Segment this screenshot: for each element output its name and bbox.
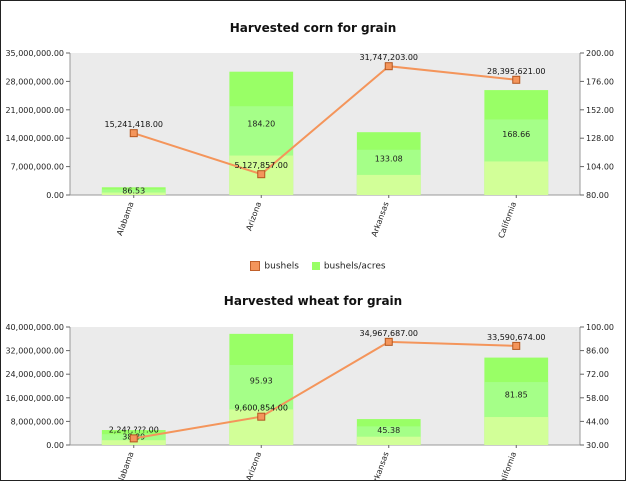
point-data-label: 33,590,674.00 bbox=[487, 333, 546, 342]
y-left-tick-label: 0.00 bbox=[46, 191, 64, 200]
legend-label-bushels: bushels bbox=[264, 261, 299, 272]
legend: bushels bushels/acres bbox=[0, 261, 626, 272]
y-left-tick-label: 8,000,000.00 bbox=[11, 417, 64, 426]
line-bushels bbox=[133, 340, 517, 440]
line-bushels bbox=[133, 65, 517, 176]
bar-data-label: 86.53 bbox=[122, 187, 145, 196]
y-left-tick-label: 40,000,000.00 bbox=[5, 323, 64, 332]
y-right-tick-label: 200.00 bbox=[586, 49, 614, 58]
y-right-tick-label: 104.00 bbox=[586, 163, 614, 172]
point-data-label: 34,967,687.00 bbox=[359, 329, 418, 338]
y-right-tick-label: 58.00 bbox=[586, 394, 609, 403]
bar-segment-low bbox=[101, 440, 166, 445]
y-right-tick-label: 30.00 bbox=[586, 441, 609, 450]
point-bushels bbox=[257, 412, 266, 421]
bar-data-label: 133.08 bbox=[375, 155, 403, 164]
bar-segment-mid bbox=[101, 189, 166, 195]
bar-segment-low bbox=[484, 417, 549, 445]
y-right-tick-label: 44.00 bbox=[586, 417, 609, 426]
y-left-tick-label: 32,000,000.00 bbox=[5, 347, 64, 356]
point-bushels bbox=[129, 434, 138, 443]
point-data-label: 2,24?,???.00 bbox=[109, 425, 159, 434]
bar-data-label: 81.85 bbox=[505, 390, 528, 399]
x-tick-label: Alabama bbox=[115, 451, 136, 481]
x-tick-label: California bbox=[497, 451, 518, 481]
y-left-tick-label: 21,000,000.00 bbox=[5, 106, 64, 115]
y-right-tick-label: 72.00 bbox=[586, 370, 609, 379]
x-tick-label: Arizona bbox=[244, 451, 263, 481]
bar-data-label: 45.38 bbox=[377, 426, 400, 435]
chart-title-wheat: Harvested wheat for grain bbox=[223, 294, 403, 308]
point-bushels bbox=[257, 170, 266, 179]
y-right-tick-label: 176.00 bbox=[586, 77, 614, 86]
x-tick-label: California bbox=[497, 201, 518, 240]
point-data-label: 5,127,857.00 bbox=[235, 161, 288, 170]
y-left-tick-label: 16,000,000.00 bbox=[5, 394, 64, 403]
y-left-tick-label: 24,000,000.00 bbox=[5, 370, 64, 379]
y-right-tick-label: 80.00 bbox=[586, 191, 609, 200]
bar-data-label: 184.20 bbox=[247, 119, 275, 128]
point-bushels bbox=[129, 129, 138, 138]
y-right-tick-label: 152.00 bbox=[586, 106, 614, 115]
legend-label-bushels-acres: bushels/acres bbox=[323, 261, 386, 272]
y-left-tick-label: 7,000,000.00 bbox=[11, 163, 64, 172]
legend-swatch-bushels-acres bbox=[311, 262, 320, 270]
corn-chart: 35,000,000.00 28,000,000.00 21,000,000.00 1… bbox=[5, 49, 614, 240]
bar-segment-low bbox=[356, 436, 421, 445]
bar-data-label: 95.93 bbox=[250, 377, 273, 386]
bar-segment-low bbox=[356, 174, 421, 195]
point-bushels bbox=[384, 337, 393, 346]
legend-swatch-bushels bbox=[250, 261, 261, 271]
wheat-chart: 40,000,000.00 32,000,000.00 24,000,000.00 1… bbox=[5, 323, 614, 481]
bar-data-label: 168.66 bbox=[502, 130, 530, 139]
point-data-label: 28,395,621.00 bbox=[487, 67, 546, 76]
y-left-tick-label: 28,000,000.00 bbox=[5, 77, 64, 86]
x-tick-label: Arizona bbox=[244, 201, 263, 232]
y-right-tick-label: 86.00 bbox=[586, 347, 609, 356]
y-left-tick-label: 14,000,000.00 bbox=[5, 134, 64, 143]
x-tick-label: Arkansas bbox=[370, 451, 391, 481]
bar-segment-low bbox=[484, 161, 549, 195]
y-right-tick-label: 128.00 bbox=[586, 134, 614, 143]
point-bushels bbox=[384, 62, 393, 71]
point-data-label: 9,600,854.00 bbox=[235, 404, 288, 413]
bar-segment-low bbox=[101, 192, 166, 195]
chart-title-corn: Harvested corn for grain bbox=[229, 21, 397, 35]
y-left-tick-label: 0.00 bbox=[46, 441, 64, 450]
y-left-tick-label: 35,000,000.00 bbox=[5, 49, 64, 58]
x-tick-label: Arkansas bbox=[370, 201, 391, 238]
point-bushels bbox=[512, 341, 521, 350]
point-bushels bbox=[512, 75, 521, 84]
point-data-label: 31,747,203.00 bbox=[359, 53, 418, 62]
y-right-tick-label: 100.00 bbox=[586, 323, 614, 332]
point-data-label: 15,241,418.00 bbox=[104, 120, 163, 129]
x-tick-label: Alabama bbox=[115, 201, 136, 237]
